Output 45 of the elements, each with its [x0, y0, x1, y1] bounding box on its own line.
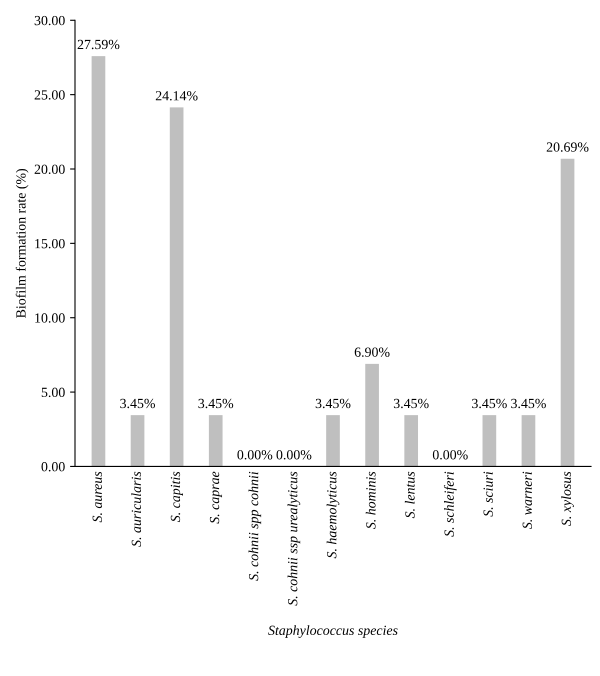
- x-tick-label: S. lentus: [404, 472, 415, 518]
- x-tick-label: S. sciuri: [484, 472, 493, 517]
- data-label: 0.00%: [237, 450, 272, 460]
- data-label: 6.90%: [354, 347, 390, 357]
- bar: [482, 415, 496, 466]
- data-label: 3.45%: [511, 398, 546, 408]
- data-label: 24.14%: [156, 91, 198, 101]
- data-label: 20.69%: [546, 142, 588, 152]
- data-label: 3.45%: [472, 398, 507, 408]
- y-tick-label: 25.00: [34, 90, 65, 100]
- bar: [560, 158, 574, 466]
- x-tick-label: S. hominis: [366, 472, 376, 530]
- y-tick-label: 10.00: [35, 313, 65, 323]
- x-tick-label: S. cohnii spp cohnii: [248, 472, 262, 581]
- bar: [365, 364, 379, 466]
- y-axis-title: Biofilm formation rate (%): [16, 168, 28, 318]
- y-tick-label: 0.00: [42, 462, 65, 472]
- bar: [92, 56, 106, 466]
- data-label: 3.45%: [120, 398, 156, 408]
- x-tick-label: S. caprae: [210, 472, 222, 524]
- x-tick-label: S. capitis: [170, 472, 183, 522]
- data-label: 3.45%: [198, 398, 234, 408]
- x-tick-label: S. xylosus: [561, 472, 574, 526]
- x-tick-label: S. haemolyticus: [326, 472, 340, 558]
- bar: [170, 107, 184, 466]
- bar: [208, 415, 223, 466]
- y-tick-label: 30.00: [34, 16, 65, 26]
- data-label: 0.00%: [432, 450, 468, 460]
- data-label: 3.45%: [394, 398, 429, 408]
- data-label: 3.45%: [316, 398, 350, 408]
- x-tick-label: S. aureus: [92, 472, 102, 522]
- x-tick-label: S. auricularis: [131, 472, 142, 547]
- x-tick-label: S. cohnii ssp urealyticus: [288, 472, 300, 606]
- x-tick-label: S. schleiferi: [444, 472, 457, 537]
- y-tick-label: 5.00: [42, 388, 65, 398]
- x-axis-title: Staphylococcus species: [268, 625, 398, 638]
- data-label: 27.59%: [78, 40, 120, 50]
- y-tick-label: 15.00: [35, 238, 65, 248]
- bar: [326, 415, 340, 466]
- bar: [130, 415, 144, 466]
- x-tick-label: S. warneri: [522, 472, 532, 530]
- y-tick-label: 20.00: [34, 164, 65, 174]
- data-label: 0.00%: [276, 450, 312, 460]
- bar: [522, 415, 536, 466]
- bar: [404, 415, 418, 466]
